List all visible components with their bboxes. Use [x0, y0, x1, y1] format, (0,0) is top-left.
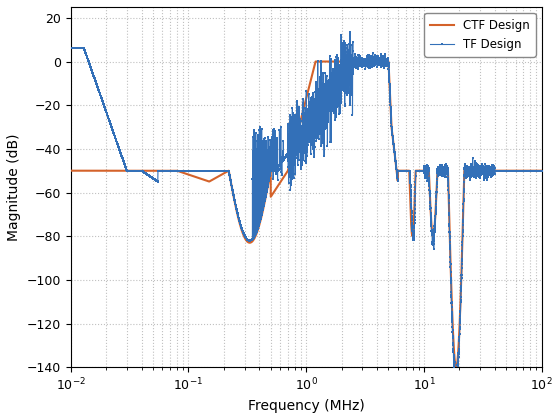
Y-axis label: Magnitude (dB): Magnitude (dB): [7, 133, 21, 241]
TF Design: [67, 46, 74, 51]
CTF Design: [248, 240, 254, 245]
CTF Design: [455, 350, 461, 355]
TF Design: [350, 63, 357, 68]
TF Design: [452, 380, 459, 385]
Line: CTF Design: CTF Design: [71, 61, 542, 367]
Line: TF Design: TF Design: [69, 31, 543, 384]
CTF Design: [350, 59, 357, 64]
Legend: CTF Design, TF Design: CTF Design, TF Design: [424, 13, 536, 57]
TF Design: [347, 29, 353, 34]
TF Design: [374, 58, 380, 63]
TF Design: [419, 168, 426, 173]
CTF Design: [374, 59, 380, 64]
TF Design: [248, 238, 254, 243]
CTF Design: [419, 168, 426, 173]
CTF Design: [453, 365, 460, 370]
TF Design: [455, 350, 461, 355]
CTF Design: [312, 59, 319, 64]
CTF Design: [153, 168, 160, 173]
CTF Design: [67, 168, 74, 173]
CTF Design: [538, 168, 545, 173]
TF Design: [153, 178, 160, 183]
TF Design: [538, 168, 545, 173]
X-axis label: Frequency (MHz): Frequency (MHz): [248, 399, 365, 413]
